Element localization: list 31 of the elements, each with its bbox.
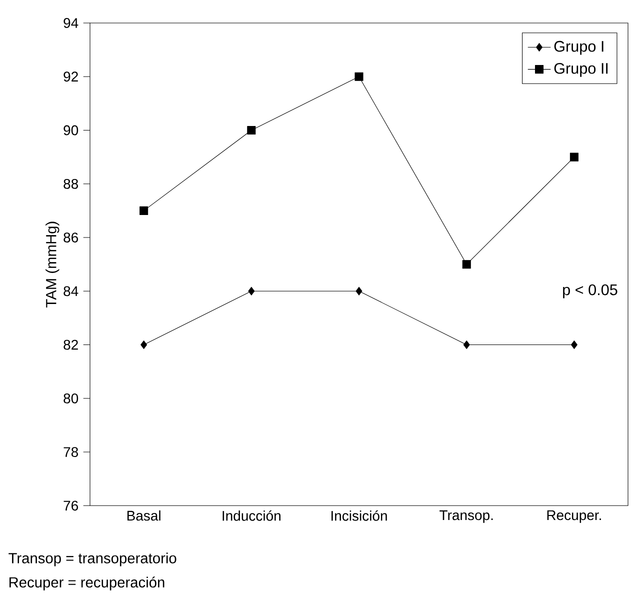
y-tick-label: 80 [64, 393, 78, 404]
point [463, 340, 470, 350]
y-tick-label: 90 [64, 125, 78, 136]
y-tick-label: 76 [64, 500, 78, 511]
point [462, 260, 471, 269]
annotation: p < 0.05 [563, 284, 618, 298]
point [354, 72, 364, 81]
legend-label: Grupo I [554, 40, 604, 55]
point [248, 286, 255, 296]
point [140, 206, 148, 215]
y-tick-label: 94 [64, 18, 78, 28]
point [247, 126, 256, 135]
y-tick-label: 86 [64, 232, 78, 242]
y-tick-label: 84 [64, 286, 78, 296]
text: Transop = transoperatorio [8, 552, 176, 566]
point [140, 340, 148, 350]
y-tick-label: 88 [64, 178, 78, 189]
x-tick-label: Transop. [440, 510, 493, 523]
y-tick-label: 82 [64, 340, 78, 350]
y-axis-title: TAM (mmHg) [46, 222, 60, 308]
point [570, 340, 578, 350]
x-tick-label: Basal [127, 510, 160, 521]
point [570, 152, 578, 162]
legend-label: Grupo II [554, 62, 608, 77]
point [356, 286, 362, 296]
x-tick-label: Recuper. [547, 510, 601, 523]
y-tick-label: 78 [64, 447, 78, 457]
y-tick-label: 92 [64, 72, 78, 82]
x-tick-label: Inducción [222, 510, 280, 521]
text: Recuper = recuperación [9, 576, 164, 590]
x-tick-label: Incisición [332, 510, 387, 521]
